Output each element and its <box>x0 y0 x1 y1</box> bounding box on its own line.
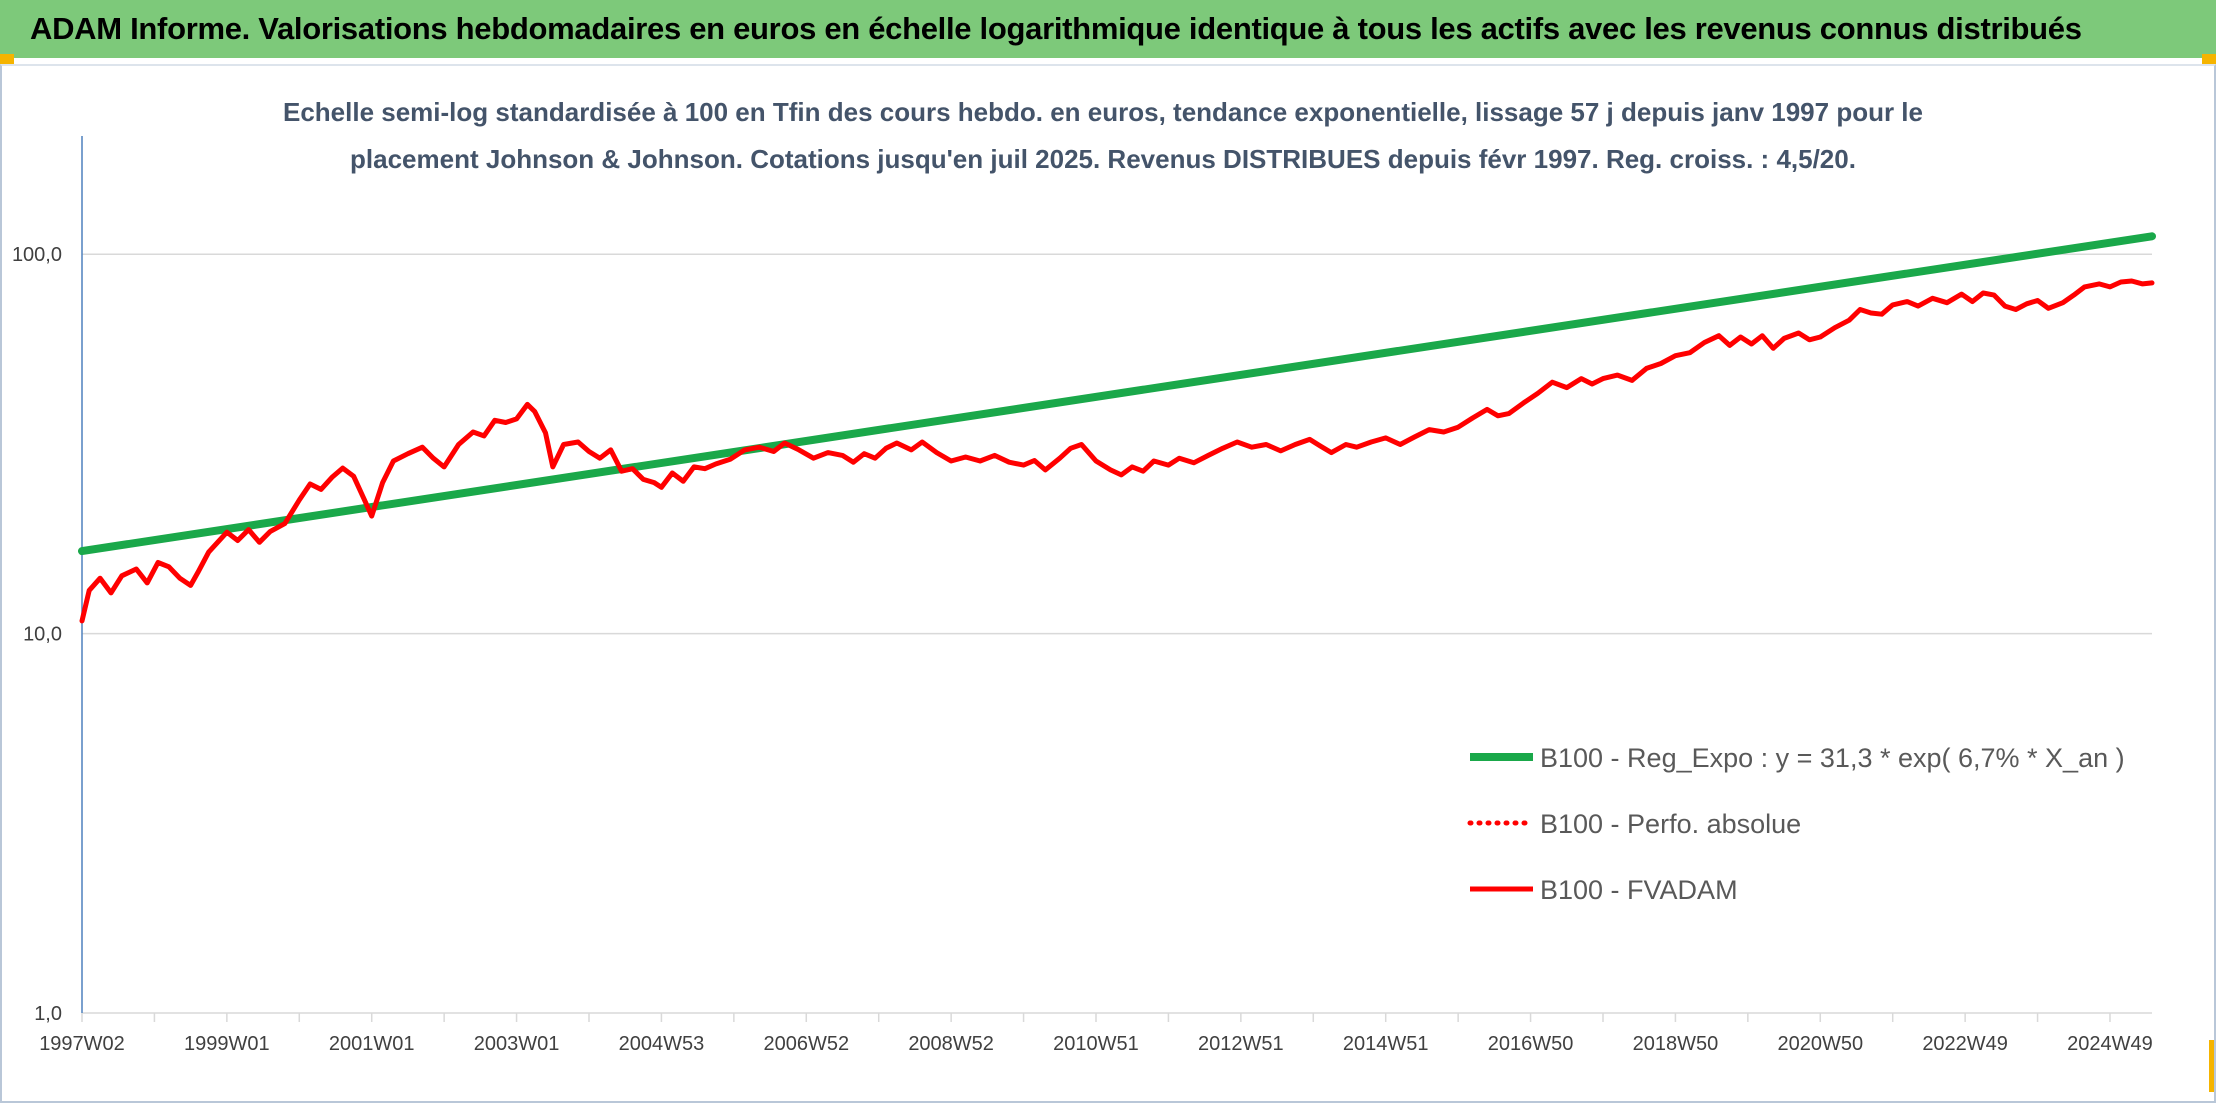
corner-accent-bottom-right <box>2209 1040 2216 1092</box>
x-tick-label-13: 2022W49 <box>1922 1033 2008 1055</box>
corner-accent-left <box>0 54 14 64</box>
legend-label-2: B100 - FVADAM <box>1540 875 1738 905</box>
x-tick-label-12: 2020W50 <box>1777 1033 1863 1055</box>
legend: B100 - Reg_Expo : y = 31,3 * exp( 6,7% *… <box>1467 743 2125 905</box>
chart-title-line-2: placement Johnson & Johnson. Cotations j… <box>350 144 1856 174</box>
x-tick-label-3: 2003W01 <box>474 1033 560 1055</box>
x-tick-label-4: 2004W53 <box>619 1033 705 1055</box>
x-tick-label-5: 2006W52 <box>763 1033 849 1055</box>
fvadam-series <box>79 278 2155 624</box>
series-layer <box>78 232 2156 624</box>
x-tick-label-6: 2008W52 <box>908 1033 994 1055</box>
chart-frame <box>0 64 2216 1103</box>
x-tick-label-9: 2014W51 <box>1343 1033 1429 1055</box>
legend-label-1: B100 - Perfo. absolue <box>1540 809 1801 839</box>
corner-accent-right <box>2202 54 2216 64</box>
chart-title-line-1: Echelle semi-log standardisée à 100 en T… <box>283 97 1923 127</box>
report-banner: ADAM Informe. Valorisations hebdomadaire… <box>0 0 2216 58</box>
axis-layer: 1,0 10,0 100,0 1997W02 1999W01 2001W01 2003W01… <box>12 136 2153 1055</box>
legend-label-0: B100 - Reg_Expo : y = 31,3 * exp( 6,7% *… <box>1540 743 2125 773</box>
x-tick-label-11: 2018W50 <box>1633 1033 1719 1055</box>
y-tick-label-2: 100,0 <box>12 244 62 266</box>
x-tick-label-1: 1999W01 <box>184 1033 270 1055</box>
grid-layer <box>82 253 2152 635</box>
report-title: ADAM Informe. Valorisations hebdomadaire… <box>30 11 2082 46</box>
x-tick-label-10: 2016W50 <box>1488 1033 1574 1055</box>
trend-line-series <box>78 232 2156 556</box>
x-tick-label-7: 2010W51 <box>1053 1033 1139 1055</box>
x-tick-label-0: 1997W02 <box>39 1033 125 1055</box>
x-tick-label-8: 2012W51 <box>1198 1033 1284 1055</box>
x-tick-label-14: 2024W49 <box>2067 1033 2153 1055</box>
y-tick-label-1: 10,0 <box>23 624 62 646</box>
x-tick-label-2: 2001W01 <box>329 1033 415 1055</box>
y-tick-label-0: 1,0 <box>34 1003 62 1025</box>
